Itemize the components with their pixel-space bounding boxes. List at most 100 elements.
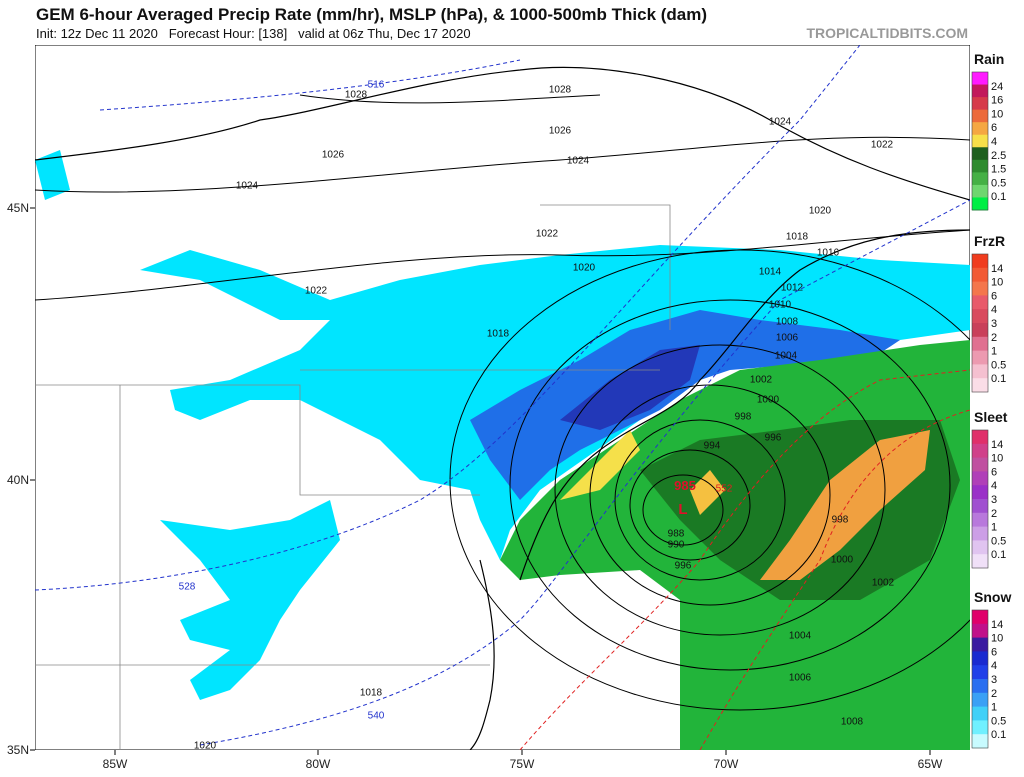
color-swatch: [972, 692, 988, 708]
color-swatch: [972, 72, 988, 86]
color-swatch: [972, 485, 988, 500]
lon-label: 80W: [306, 757, 331, 771]
color-swatch: [972, 84, 988, 98]
isobar-label: 994: [704, 441, 721, 452]
color-swatch: [972, 295, 988, 310]
lon-label: 70W: [714, 757, 739, 771]
isobar-label: 1004: [789, 631, 812, 642]
isobar-label: 1028: [345, 90, 368, 101]
isobar-label: 1028: [549, 85, 572, 96]
color-swatch: [972, 512, 988, 528]
legend-label: 24: [991, 81, 1003, 93]
legend-label: 0.5: [991, 177, 1006, 189]
color-swatch: [972, 610, 988, 625]
colorbar-frame: [971, 253, 989, 393]
cyan-precip: [160, 500, 340, 700]
isobar-label: 998: [735, 412, 752, 423]
color-swatch: [972, 540, 988, 555]
legend-label: 1: [991, 702, 997, 714]
isobar-label: 1022: [305, 286, 328, 297]
isobar-label: 1016: [817, 248, 840, 259]
map: 1028 1028 1026 1026 1024 1024 1024 1022 …: [35, 45, 970, 752]
color-swatch: [972, 350, 988, 365]
color-swatch: [972, 197, 988, 211]
isobar-label: 1020: [194, 741, 217, 752]
isobar-label: 1002: [872, 578, 895, 589]
legend-label: 0.1: [991, 549, 1006, 561]
color-swatch: [972, 254, 988, 269]
legend-title: FrzR: [974, 233, 1005, 249]
color-swatch: [972, 720, 988, 735]
isobar-label: 1026: [549, 126, 572, 137]
isobar-label: 1024: [236, 181, 259, 192]
isobar-label: 990: [668, 540, 685, 551]
colorbar-frame: [971, 71, 989, 211]
color-swatch: [972, 430, 988, 445]
lon-label: 65W: [918, 757, 943, 771]
legend-label: 10: [991, 453, 1003, 465]
color-swatch: [972, 665, 988, 680]
legend-label: 16: [991, 95, 1003, 107]
dark-blue-precip: [560, 345, 700, 430]
color-swatch: [972, 97, 988, 111]
legend-label: 10: [991, 108, 1003, 120]
legend-label: 0.5: [991, 359, 1006, 371]
color-swatch: [972, 637, 988, 652]
color-swatch: [972, 159, 988, 173]
borders: [35, 204, 671, 750]
color-swatch: [972, 134, 988, 148]
color-swatch: [972, 323, 988, 338]
colorbar-frame: [971, 429, 989, 569]
legend-label: 6: [991, 646, 997, 658]
legend-title: Rain: [974, 51, 1004, 67]
legend-label: 0.1: [991, 191, 1006, 203]
low-symbol: L: [678, 501, 687, 518]
isobar-label: 1000: [831, 555, 854, 566]
isobar-label: 1006: [776, 333, 799, 344]
color-swatch: [972, 267, 988, 283]
legend-label: 2: [991, 688, 997, 700]
isobar-label: 1008: [776, 317, 799, 328]
lat-label: 35N: [7, 743, 29, 757]
isobar-label: 1018: [360, 688, 383, 699]
color-swatch: [972, 109, 988, 123]
isobar-label: 1024: [567, 156, 590, 167]
cyan-precip: [35, 150, 70, 200]
legend-label: 3: [991, 494, 997, 506]
legend-label: 4: [991, 304, 997, 316]
isobar-label: 996: [675, 561, 692, 572]
isobar-label: 1024: [769, 117, 792, 128]
color-swatch: [972, 172, 988, 186]
isobar-label: 988: [668, 529, 685, 540]
legend-title: Snow: [974, 589, 1011, 605]
color-swatch: [972, 281, 988, 296]
legend-label: 2: [991, 508, 997, 520]
isobar-label: 1022: [536, 229, 559, 240]
legend-label: 4: [991, 136, 997, 148]
isobar-label: 1008: [841, 717, 864, 728]
color-swatch: [972, 734, 988, 749]
color-swatch: [972, 443, 988, 459]
isobar-label: 1020: [809, 206, 832, 217]
color-swatch: [972, 147, 988, 161]
legend-label: 2.5: [991, 150, 1006, 162]
color-swatch: [972, 471, 988, 486]
low-pressure: 985: [674, 478, 696, 493]
isobar-label: 1022: [871, 140, 894, 151]
color-swatch: [972, 364, 988, 379]
legend-label: 0.5: [991, 715, 1006, 727]
source: TROPICALTIDBITS.COM: [806, 25, 968, 41]
legend-label: 3: [991, 674, 997, 686]
blue-precip: [470, 310, 900, 500]
coastlines: [35, 66, 970, 750]
legend-label: 14: [991, 439, 1003, 451]
legend-label: 6: [991, 290, 997, 302]
lat-label: 45N: [7, 201, 29, 215]
isobar-label: 996: [765, 433, 782, 444]
isobar-label: 1018: [487, 329, 510, 340]
color-swatch: [972, 679, 988, 694]
thickness-label: 540: [368, 711, 385, 722]
legend-label: 1: [991, 522, 997, 534]
isobar-label: 1010: [769, 300, 792, 311]
